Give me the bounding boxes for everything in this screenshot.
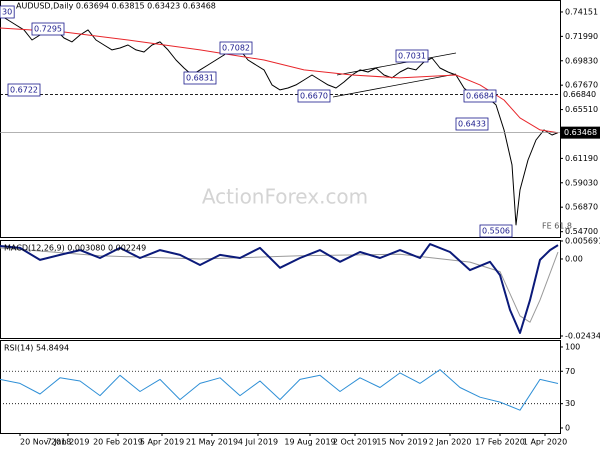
y-tick-label: 0.56870 — [565, 203, 598, 212]
annotation: 0.7031 — [398, 52, 426, 61]
annotation: FE 61.8 — [542, 222, 572, 231]
annotation-box — [455, 117, 489, 131]
x-tick-label: 20 Feb 2019 — [93, 438, 143, 447]
y-tick-label: 0.54700 — [565, 227, 598, 236]
annotation-box — [0, 5, 15, 19]
series-line — [0, 27, 559, 134]
annotation: 0.7295 — [34, 25, 62, 34]
x-tick-label: 15 Nov 2019 — [376, 438, 427, 447]
x-tick-label: 19 Aug 2019 — [284, 438, 335, 447]
series-line — [0, 369, 559, 411]
y-tick-label: 100 — [565, 342, 580, 351]
annotation: 0.6722 — [10, 86, 38, 95]
panel-frame — [0, 340, 561, 434]
annotation-box — [463, 89, 497, 103]
y-tick-label: 0.65510 — [565, 105, 598, 114]
series-line — [0, 247, 559, 323]
x-tick-label: 2 Jan 2020 — [429, 438, 472, 447]
last-price-box — [561, 126, 600, 139]
y-tick-label: 0.67670 — [565, 81, 598, 90]
annotation: 30 — [2, 8, 12, 17]
annotation-box — [183, 71, 217, 85]
channel-lower — [332, 73, 457, 98]
x-tick-label: 5 Apr 2019 — [140, 438, 184, 447]
y-tick-label: 0.59030 — [565, 178, 598, 187]
y-tick-label: 30 — [565, 399, 575, 408]
level-label: 0.66840 — [563, 90, 596, 99]
panel-frame — [0, 0, 561, 238]
annotation: 0.6670 — [300, 92, 328, 101]
annotation: 0.7082 — [222, 44, 250, 53]
annotation-box — [219, 41, 253, 55]
x-tick-label: 4 Jul 2019 — [238, 438, 278, 447]
panel-title: RSI(14) 54.8494 — [4, 344, 69, 353]
annotation-box — [31, 22, 65, 36]
y-tick-label: 70 — [565, 367, 575, 376]
x-tick-label: 21 May 2019 — [186, 438, 238, 447]
panel-frame — [0, 240, 561, 339]
watermark: ActionForex.com — [202, 185, 368, 209]
y-tick-label: 0.69830 — [565, 56, 598, 65]
y-tick-label: -0.024344 — [565, 331, 600, 340]
y-tick-label: 0.00 — [565, 254, 583, 263]
annotation: 0.6684 — [466, 92, 494, 101]
annotation: 0.6831 — [186, 74, 214, 83]
last-price-label: 0.63468 — [564, 128, 597, 137]
annotation: 0.6433 — [458, 120, 486, 129]
x-tick-label: 1 Apr 2020 — [523, 438, 567, 447]
y-tick-label: 0.005691 — [565, 236, 600, 245]
panel-title: AUDUSD,Daily 0.63694 0.63815 0.63423 0.6… — [16, 2, 216, 11]
y-tick-label: 0.74151 — [565, 7, 598, 16]
y-tick-label: 0.61190 — [565, 154, 598, 163]
annotation-box — [7, 83, 41, 97]
y-tick-label: 0.71990 — [565, 32, 598, 41]
y-tick-label: 0 — [565, 423, 570, 432]
annotation-box — [297, 89, 331, 103]
x-tick-label: 20 Nov 2018 — [20, 438, 71, 447]
annotation-box — [395, 49, 429, 63]
annotation: 0.5506 — [482, 227, 510, 236]
panel-title: MACD(12,26,9) 0.003080 0.002249 — [4, 244, 146, 253]
series-line — [0, 243, 559, 334]
x-tick-label: 2 Oct 2019 — [333, 438, 377, 447]
annotation-box — [479, 224, 513, 238]
x-tick-label: 7 Jan 2019 — [47, 438, 90, 447]
x-tick-label: 17 Feb 2020 — [475, 438, 525, 447]
